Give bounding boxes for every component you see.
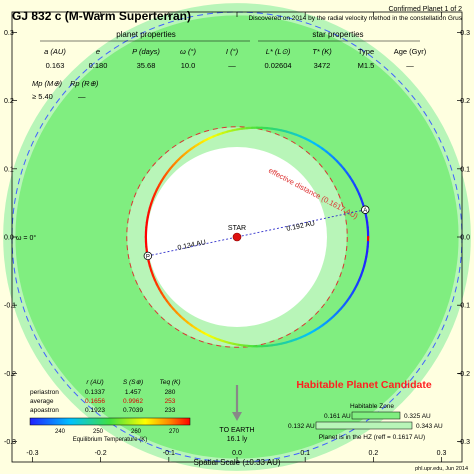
planet-col-p-value: 35.68 [137, 61, 156, 70]
stats-row-name: average [30, 398, 54, 405]
apoastron-marker-label: A [363, 208, 367, 214]
star-col-age-value: — [406, 61, 414, 70]
stats-header-r: r (AU) [86, 379, 103, 386]
stats-row-t: 280 [165, 389, 176, 396]
y-tick-label-left: -0.1 [4, 303, 16, 310]
apoastron-marker: A [361, 205, 370, 214]
hz-legend: Habitable Zone 0.161 AU 0.325 AU 0.132 A… [288, 403, 443, 441]
stats-row-s: 0.9962 [123, 398, 143, 405]
planet-properties-heading: planet properties [116, 30, 176, 39]
colorbar-tick: 260 [131, 429, 142, 435]
planet-mass-value: ≥ 5.40 [32, 92, 53, 101]
star-col-type-value: M1.5 [358, 61, 375, 70]
axis-ticks: -0.3 -0.3 -0.3 -0.2 -0.2 -0.2 -0.1 -0.1 -0.1 0.0 0… [4, 12, 470, 462]
stats-row-name: apoastron [30, 407, 59, 414]
effective-distance-circle [126, 126, 348, 348]
apsides-line [147, 209, 366, 257]
x-tick-label: -0.1 [163, 450, 175, 457]
hz-outer-right: 0.343 AU [416, 423, 443, 430]
periastron-marker: P [143, 251, 153, 260]
planet-col-e-value: 0.180 [89, 61, 108, 70]
y-tick-label-left: 0.3 [4, 30, 14, 37]
orbit-path [144, 126, 370, 348]
periastron-marker-label: P [146, 254, 150, 260]
star-col-l-label: L* (L⊙) [266, 47, 291, 56]
y-tick-label-right: 0.0 [460, 235, 470, 242]
planet-mass-label: Mp (M⊕) [32, 79, 63, 88]
y-tick-label-right: -0.2 [458, 371, 470, 378]
star-col-t-label: T* (K) [312, 47, 332, 56]
planet-col-e-label: e [96, 47, 100, 56]
omega-label: ω = 0° [16, 234, 36, 242]
star-col-t-value: 3472 [314, 61, 331, 70]
x-axis-label: Spatial Scale (±0.33 AU) [193, 458, 280, 467]
colorbar-tick: 250 [93, 429, 104, 435]
confirmed-label: Confirmed Planet 1 of 2 [388, 6, 462, 13]
x-tick-label: 0.1 [300, 450, 310, 457]
stats-row-r: 0.1337 [85, 389, 105, 396]
properties-table: planet properties star properties a (AU)… [32, 30, 427, 101]
x-tick-label: 0.2 [368, 450, 378, 457]
colorbar: 240 250 260 270 Equilibrium Temperature … [29, 417, 191, 443]
colorbar-tick: 240 [55, 429, 66, 435]
planet-radius-label: Rp (R⊕) [70, 79, 99, 88]
earth-distance-label: 16.1 ly [227, 436, 248, 443]
x-tick-label: 0.0 [232, 450, 242, 457]
y-tick-label-right: -0.1 [458, 303, 470, 310]
stats-row-t: 253 [165, 398, 176, 405]
star-col-age-label: Age (Gyr) [394, 47, 427, 56]
planet-col-a-value: 0.163 [46, 61, 65, 70]
planet-col-omega-label: ω (°) [180, 47, 196, 56]
habitable-candidate-label: Habitable Planet Candidate [296, 379, 432, 391]
planet-radius-value: — [78, 92, 86, 101]
colorbar-gradient [29, 417, 191, 426]
to-earth-label: TO EARTH [219, 427, 254, 434]
hz-inner-right: 0.325 AU [404, 413, 431, 420]
x-tick-label: 0.3 [437, 450, 447, 457]
y-tick-label-right: 0.2 [460, 98, 470, 105]
stats-header-s: S (S⊕) [123, 379, 143, 386]
y-tick-label-right: -0.3 [458, 439, 470, 446]
y-tick-label-right: 0.1 [460, 166, 470, 173]
planet-col-i-label: I (°) [226, 47, 239, 56]
stats-row-name: periastron [30, 389, 59, 396]
stats-row-t: 233 [165, 407, 176, 414]
colorbar-tick: 270 [169, 429, 180, 435]
stats-row-r: 0.1923 [85, 407, 105, 414]
stats-row-r: 0.1656 [85, 398, 105, 405]
hz-inner-left: 0.161 AU [324, 413, 351, 420]
credit-label: phl.upr.edu, Jun 2014 [415, 466, 468, 472]
y-tick-label-left: 0.1 [4, 166, 14, 173]
hz-legend-title: Habitable Zone [350, 403, 394, 410]
planet-col-a-label: a (AU) [44, 47, 66, 56]
stats-row-s: 1.457 [125, 389, 142, 396]
to-earth-indicator: TO EARTH 16.1 ly [219, 385, 255, 443]
stats-table: r (AU) S (S⊕) Teq (K) periastron 0.1337 … [30, 379, 181, 414]
star-col-l-value: 0.02604 [264, 61, 291, 70]
planet-col-p-label: P (days) [132, 47, 160, 56]
hz-note: Planet is in the HZ (reff = 0.1617 AU) [319, 434, 425, 441]
discovery-label: Discovered on 2014 by the radial velocit… [248, 15, 462, 22]
star-properties-heading: star properties [312, 30, 363, 39]
planet-col-i-value: — [228, 61, 236, 70]
stats-header-t: Teq (K) [159, 379, 180, 386]
stats-row-s: 0.7039 [123, 407, 143, 414]
star-col-type-label: Type [358, 47, 374, 56]
y-tick-label-left: 0.0 [4, 235, 14, 242]
star-label: STAR [228, 225, 246, 232]
y-tick-label-right: 0.3 [460, 30, 470, 37]
y-tick-label-left: -0.2 [4, 371, 16, 378]
hz-outer-left: 0.132 AU [288, 423, 315, 430]
star-marker [232, 232, 242, 242]
y-tick-label-left: 0.2 [4, 98, 14, 105]
x-tick-label: -0.3 [26, 450, 38, 457]
x-tick-label: -0.2 [95, 450, 107, 457]
planet-col-omega-value: 10.0 [181, 61, 196, 70]
page-title: GJ 832 c (M-Warm Superterran) [12, 9, 191, 23]
colorbar-label: Equilibrium Temperature (K) [73, 437, 148, 443]
y-tick-label-left: -0.3 [4, 439, 16, 446]
